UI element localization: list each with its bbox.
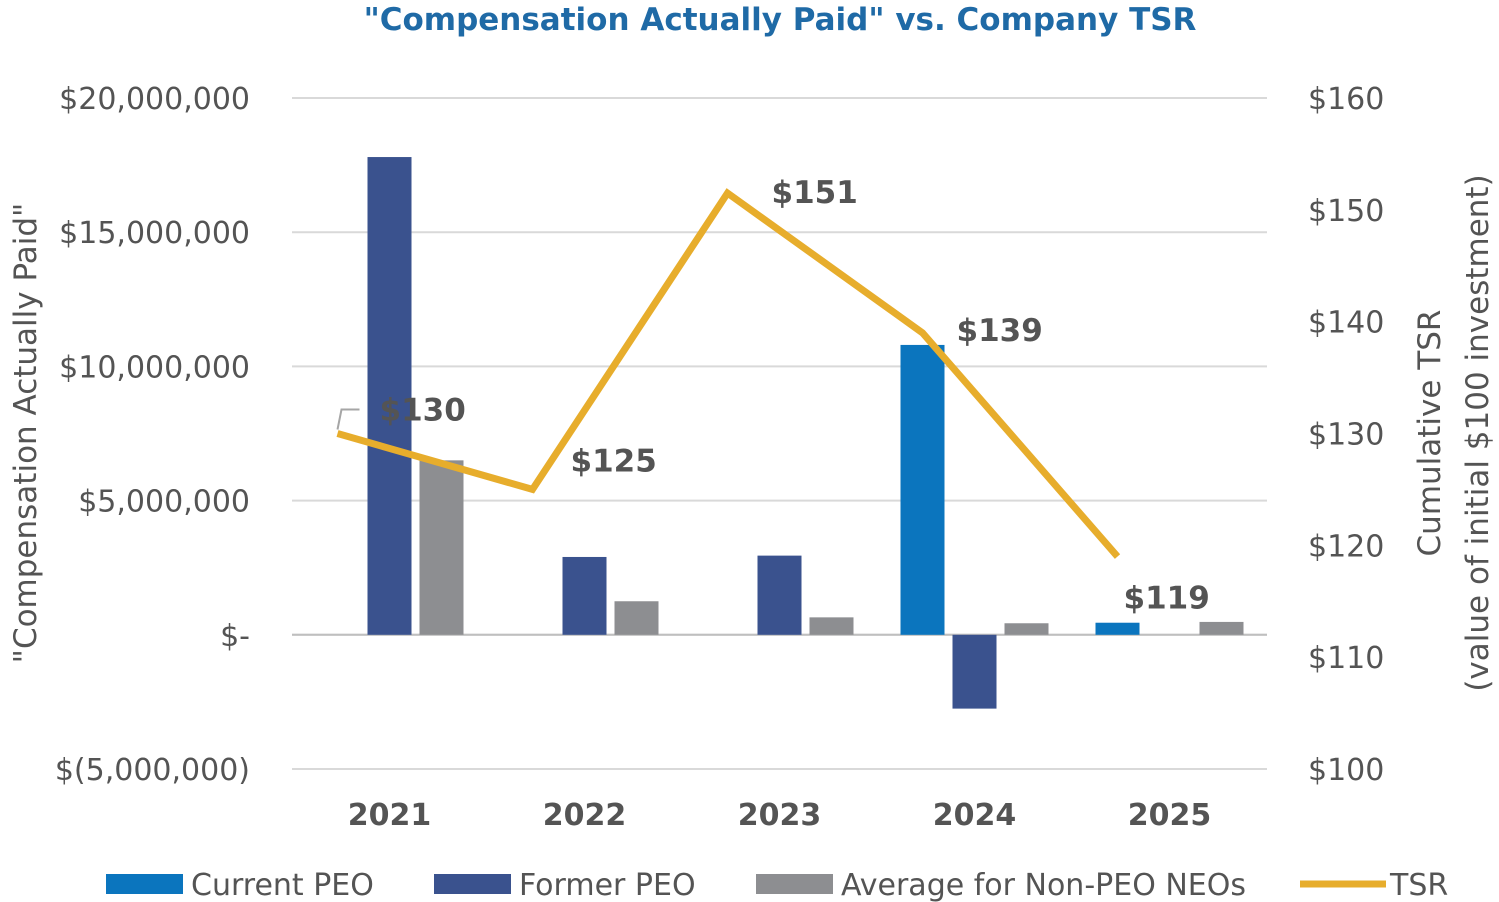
bar-former-peo-2021	[367, 157, 412, 635]
right-tick-label: $100	[1308, 753, 1384, 788]
category-label-2022: 2022	[543, 798, 627, 833]
right-tick-label: $150	[1308, 194, 1384, 229]
category-label-2021: 2021	[348, 798, 432, 833]
right-axis-title-line2: (value of initial $100 investment)	[1460, 174, 1496, 691]
bars	[367, 157, 1244, 709]
bar-average-for-non-peo-neos-2024	[1004, 623, 1049, 635]
legend-label-tsr: TSR	[1389, 868, 1448, 902]
right-tick-label: $120	[1308, 529, 1384, 564]
bar-average-for-non-peo-neos-2022	[614, 601, 659, 635]
right-tick-label: $130	[1308, 418, 1384, 453]
right-tick-label: $140	[1308, 306, 1384, 341]
tsr-data-labels: $130 $125 $151 $139 $119	[336, 175, 1210, 617]
left-axis-title: "Compensation Actually Paid"	[8, 203, 44, 664]
legend: Current PEO Former PEO Average for Non-PEO…	[106, 868, 1448, 902]
tsr-label-leader-line	[336, 408, 360, 430]
right-axis-title-line1: Cumulative TSR	[1412, 310, 1448, 557]
right-axis-ticks: $160 $150 $140 $130 $120 $110 $100	[1308, 82, 1384, 788]
bar-average-for-non-peo-neos-2023	[809, 617, 854, 635]
left-tick-label: $15,000,000	[59, 216, 250, 251]
legend-label-former-peo: Former PEO	[519, 868, 696, 902]
bar-current-peo-2025	[1095, 622, 1140, 635]
legend-swatch-current-peo	[106, 874, 183, 894]
right-tick-label: $160	[1308, 82, 1384, 117]
bar-current-peo-2024	[900, 344, 945, 635]
left-tick-label: $(5,000,000)	[55, 753, 250, 788]
bar-former-peo-2024	[952, 634, 997, 709]
left-tick-label: $-	[220, 619, 250, 654]
left-tick-label: $10,000,000	[59, 350, 250, 385]
left-axis-ticks: $20,000,000 $15,000,000 $10,000,000 $5,000,…	[55, 82, 250, 788]
tsr-line	[336, 188, 1121, 559]
chart-title: "Compensation Actually Paid" vs. Company…	[364, 2, 1197, 38]
legend-label-average-for-non-peo-neos: Average for Non-PEO NEOs	[841, 868, 1246, 902]
tsr-data-label: $139	[957, 313, 1043, 349]
category-labels: 2021 2022 2023 2024 2025	[348, 798, 1212, 833]
bar-average-for-non-peo-neos-2025	[1199, 621, 1244, 635]
bar-former-peo-2023	[757, 555, 802, 635]
left-tick-label: $5,000,000	[78, 485, 250, 520]
legend-swatch-former-peo	[434, 874, 511, 894]
left-tick-label: $20,000,000	[59, 82, 250, 117]
tsr-data-label: $130	[380, 393, 466, 429]
tsr-data-label: $151	[772, 175, 858, 211]
tsr-data-label: $125	[571, 443, 657, 479]
category-label-2023: 2023	[738, 798, 822, 833]
tsr-data-label: $119	[1124, 581, 1210, 617]
right-tick-label: $110	[1308, 641, 1384, 676]
bar-average-for-non-peo-neos-2021	[419, 460, 464, 635]
legend-label-current-peo: Current PEO	[191, 868, 374, 902]
legend-swatch-average-for-non-peo-neos	[756, 874, 833, 894]
tsr-series-line	[336, 188, 1121, 559]
category-label-2024: 2024	[933, 798, 1017, 833]
category-label-2025: 2025	[1128, 798, 1212, 833]
bar-former-peo-2022	[562, 556, 607, 635]
